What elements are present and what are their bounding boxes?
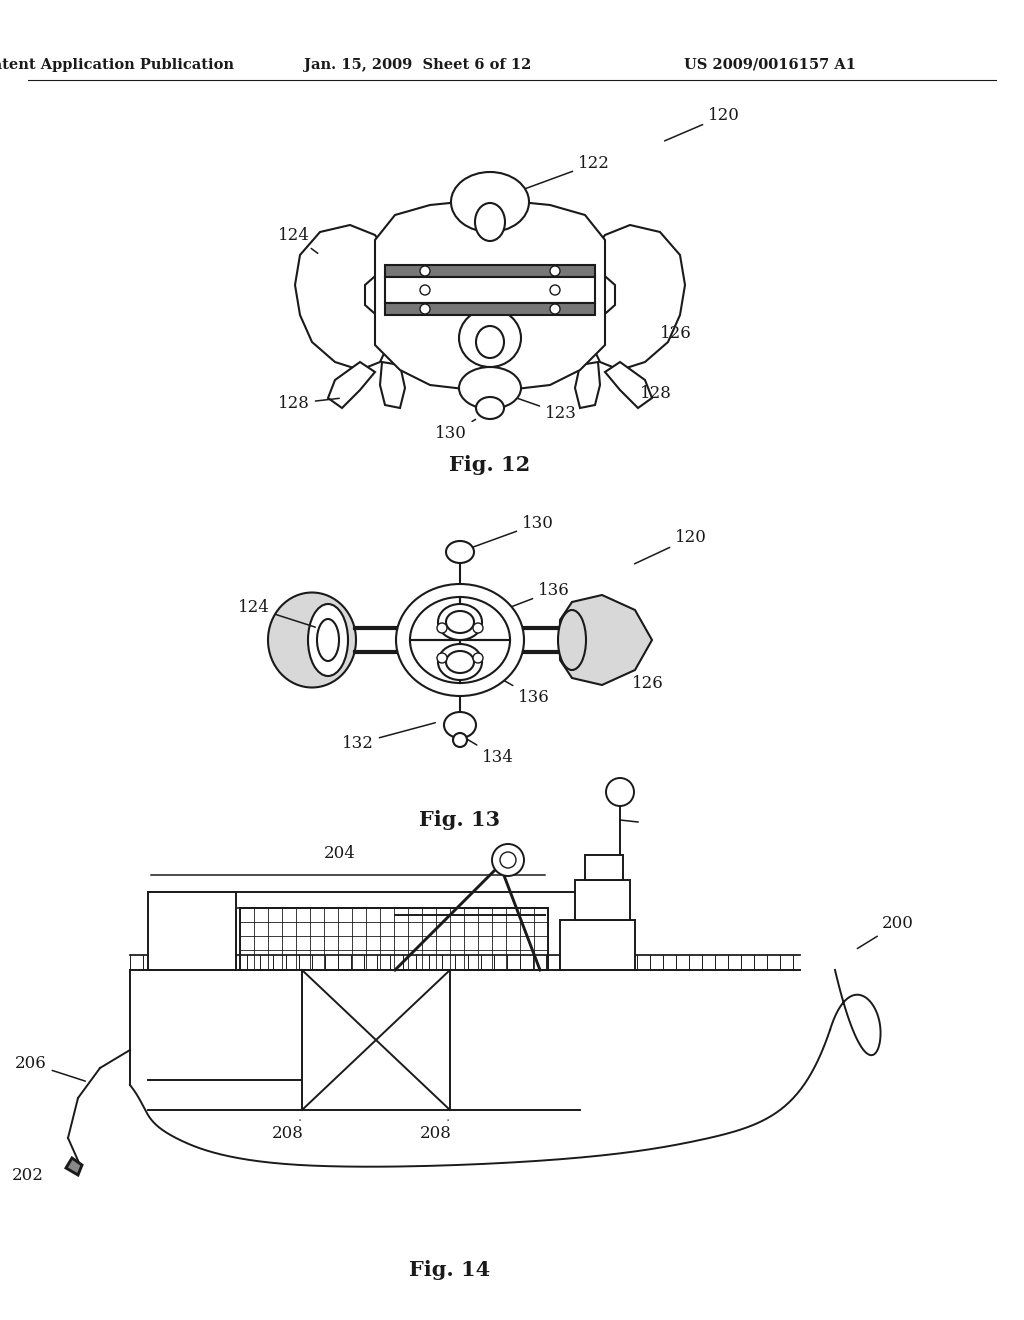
Circle shape — [473, 623, 483, 634]
Text: 126: 126 — [632, 675, 664, 692]
Text: 208: 208 — [272, 1121, 304, 1142]
Text: 136: 136 — [484, 669, 550, 706]
Circle shape — [500, 851, 516, 869]
Text: 130: 130 — [468, 515, 554, 549]
Text: 128: 128 — [278, 395, 339, 412]
Polygon shape — [592, 224, 685, 370]
Text: Patent Application Publication: Patent Application Publication — [0, 58, 234, 73]
Text: 126: 126 — [660, 325, 692, 342]
Text: 130: 130 — [435, 420, 475, 442]
Ellipse shape — [410, 597, 510, 682]
Text: 134: 134 — [463, 737, 514, 766]
Ellipse shape — [451, 172, 529, 232]
Polygon shape — [328, 362, 375, 408]
Polygon shape — [605, 362, 652, 408]
Circle shape — [437, 653, 447, 663]
Polygon shape — [575, 362, 600, 408]
Bar — [560, 920, 635, 970]
Ellipse shape — [476, 326, 504, 358]
Ellipse shape — [476, 397, 504, 418]
Ellipse shape — [438, 644, 482, 680]
Bar — [385, 265, 595, 277]
Ellipse shape — [446, 611, 474, 634]
Ellipse shape — [438, 605, 482, 640]
Ellipse shape — [446, 541, 474, 564]
Ellipse shape — [453, 733, 467, 747]
Text: 136: 136 — [484, 582, 569, 616]
Polygon shape — [560, 595, 652, 685]
Circle shape — [473, 653, 483, 663]
Text: Fig. 12: Fig. 12 — [450, 455, 530, 475]
Circle shape — [550, 285, 560, 294]
Text: Fig. 14: Fig. 14 — [410, 1261, 490, 1280]
Circle shape — [420, 285, 430, 294]
Circle shape — [492, 843, 524, 876]
Ellipse shape — [396, 583, 524, 696]
Text: 208: 208 — [420, 1121, 452, 1142]
Text: 120: 120 — [665, 107, 740, 141]
Bar — [575, 880, 630, 920]
Text: 123: 123 — [511, 396, 577, 422]
Circle shape — [437, 623, 447, 634]
Text: 206: 206 — [15, 1055, 85, 1081]
Polygon shape — [375, 202, 605, 392]
Circle shape — [550, 304, 560, 314]
Text: US 2009/0016157 A1: US 2009/0016157 A1 — [684, 58, 856, 73]
Ellipse shape — [268, 593, 356, 688]
Text: 204: 204 — [324, 845, 356, 862]
Ellipse shape — [446, 651, 474, 673]
Bar — [385, 304, 595, 315]
Circle shape — [420, 304, 430, 314]
Bar — [585, 855, 623, 880]
Ellipse shape — [558, 610, 586, 671]
Ellipse shape — [459, 309, 521, 367]
Bar — [240, 908, 548, 970]
Polygon shape — [66, 1158, 82, 1175]
Text: 124: 124 — [238, 599, 315, 627]
Ellipse shape — [475, 203, 505, 242]
Polygon shape — [295, 224, 388, 370]
Circle shape — [420, 267, 430, 276]
Polygon shape — [380, 362, 406, 408]
Text: 120: 120 — [635, 529, 707, 564]
Text: 124: 124 — [278, 227, 317, 253]
Ellipse shape — [459, 367, 521, 409]
Text: Jan. 15, 2009  Sheet 6 of 12: Jan. 15, 2009 Sheet 6 of 12 — [304, 58, 531, 73]
Circle shape — [550, 267, 560, 276]
Ellipse shape — [317, 619, 339, 661]
Text: 202: 202 — [12, 1167, 44, 1184]
Text: 132: 132 — [342, 723, 435, 752]
Circle shape — [606, 777, 634, 807]
Bar — [385, 277, 595, 304]
Text: Fig. 13: Fig. 13 — [420, 810, 501, 830]
Text: 200: 200 — [857, 915, 913, 949]
Bar — [148, 892, 236, 970]
Text: 122: 122 — [511, 154, 610, 194]
Text: 128: 128 — [640, 385, 672, 403]
Ellipse shape — [444, 711, 476, 738]
Ellipse shape — [308, 605, 348, 676]
